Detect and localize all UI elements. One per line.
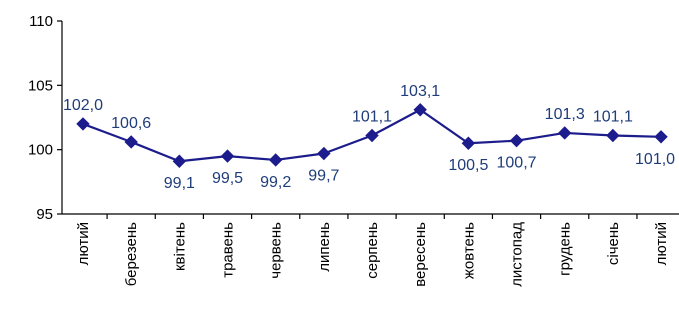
x-tick-label: листопад bbox=[509, 222, 526, 287]
data-point-marker bbox=[509, 133, 524, 148]
data-point-marker bbox=[220, 149, 235, 163]
data-point-marker bbox=[557, 126, 572, 140]
data-labels: 102,0 100,6 99,1 99,5 99,2 99,7 101,1 103,1 100,… bbox=[63, 83, 675, 192]
data-label: 101,1 bbox=[352, 109, 392, 126]
data-label: 99,1 bbox=[164, 175, 195, 192]
data-point-marker bbox=[413, 103, 427, 117]
data-point-marker bbox=[124, 135, 138, 149]
x-tick-label: жовтень bbox=[460, 222, 477, 279]
data-point-marker bbox=[606, 128, 620, 143]
y-tick-label: 105 bbox=[28, 77, 53, 94]
data-point-marker bbox=[461, 136, 476, 150]
data-label: 99,2 bbox=[260, 174, 291, 191]
data-label: 101,3 bbox=[545, 106, 585, 123]
x-tick-label: вересень bbox=[412, 222, 429, 287]
x-tick-label: липень bbox=[316, 222, 333, 272]
series bbox=[76, 103, 668, 168]
y-tick-label: 100 bbox=[28, 142, 53, 159]
data-label: 100,5 bbox=[448, 157, 488, 174]
data-label: 102,0 bbox=[63, 97, 103, 114]
axes bbox=[57, 20, 679, 219]
x-tick-label: червень bbox=[268, 222, 285, 279]
data-label: 99,7 bbox=[308, 168, 339, 185]
x-tick-label: грудень bbox=[557, 222, 574, 276]
x-tick-label: серпень bbox=[364, 222, 381, 279]
data-point-marker bbox=[76, 117, 90, 131]
data-label: 100,7 bbox=[497, 155, 537, 172]
data-label: 101,1 bbox=[593, 109, 633, 126]
data-point-marker bbox=[365, 128, 379, 143]
data-point-marker bbox=[172, 154, 187, 168]
x-tick-label: лютий bbox=[75, 222, 92, 265]
x-tick-label: квітень bbox=[171, 222, 188, 271]
data-point-marker bbox=[654, 130, 668, 144]
x-tick-label: березень bbox=[123, 222, 140, 286]
data-point-marker bbox=[268, 153, 283, 167]
x-tick-label: лютий bbox=[653, 222, 670, 265]
tick-labels: 95 100 105 110 лютий березень квітень травень че… bbox=[28, 13, 670, 287]
data-label: 101,0 bbox=[635, 151, 675, 168]
data-label: 103,1 bbox=[400, 83, 440, 100]
x-tick-label: січень bbox=[605, 222, 622, 265]
x-tick-label: травень bbox=[220, 222, 237, 278]
y-tick-label: 95 bbox=[36, 206, 53, 223]
data-label: 99,5 bbox=[212, 170, 243, 187]
data-point-marker bbox=[317, 146, 331, 161]
y-tick-label: 110 bbox=[29, 13, 53, 30]
data-label: 100,6 bbox=[111, 115, 151, 132]
